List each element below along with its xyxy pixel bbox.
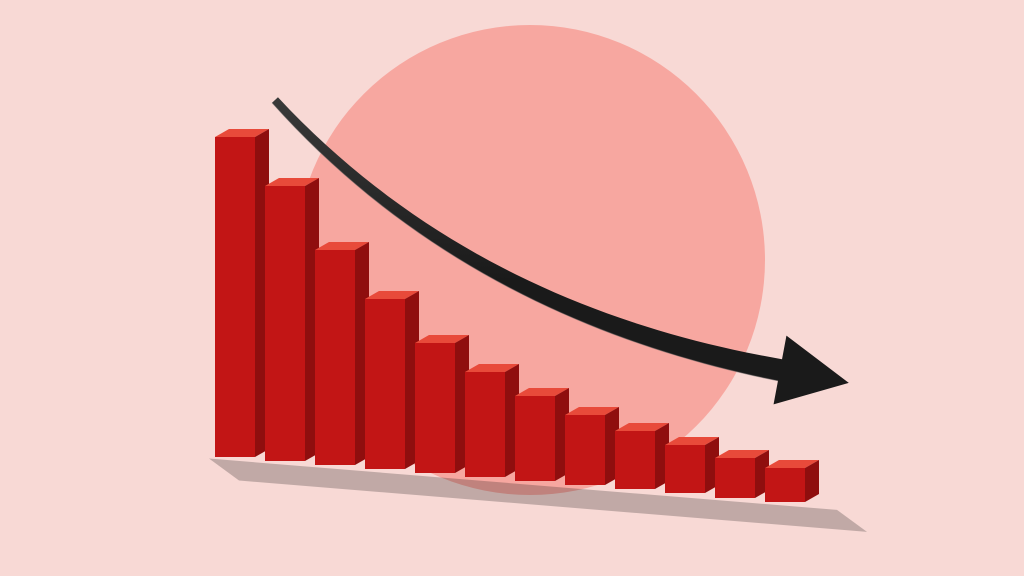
bar-1 bbox=[215, 137, 269, 465]
bar-11 bbox=[715, 458, 769, 506]
bar-4 bbox=[365, 299, 419, 477]
bar-2 bbox=[265, 186, 319, 469]
bar-10 bbox=[665, 445, 719, 501]
bar-8 bbox=[565, 415, 619, 493]
bar-chart bbox=[0, 0, 1024, 576]
bar-3 bbox=[315, 250, 369, 473]
bar-7 bbox=[515, 396, 569, 489]
bar-9 bbox=[615, 431, 669, 497]
bar-12 bbox=[765, 468, 819, 510]
bar-5 bbox=[415, 343, 469, 481]
infographic-canvas bbox=[0, 0, 1024, 576]
bar-6 bbox=[465, 372, 519, 485]
